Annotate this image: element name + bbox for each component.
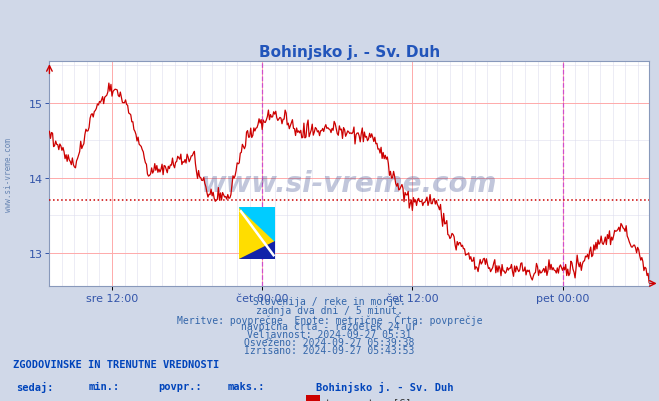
Text: sedaj:: sedaj: xyxy=(16,381,54,392)
Text: navpična črta - razdelek 24 ur: navpična črta - razdelek 24 ur xyxy=(241,321,418,331)
Text: maks.:: maks.: xyxy=(227,381,265,391)
Text: temperatura[C]: temperatura[C] xyxy=(324,398,412,401)
Text: min.:: min.: xyxy=(89,381,120,391)
Title: Bohinjsko j. - Sv. Duh: Bohinjsko j. - Sv. Duh xyxy=(258,45,440,60)
Text: Slovenija / reke in morje.: Slovenija / reke in morje. xyxy=(253,297,406,307)
Text: zadnja dva dni / 5 minut.: zadnja dva dni / 5 minut. xyxy=(256,305,403,315)
Text: Meritve: povprečne  Enote: metrične  Črta: povprečje: Meritve: povprečne Enote: metrične Črta:… xyxy=(177,313,482,325)
Polygon shape xyxy=(239,241,275,260)
Text: ZGODOVINSKE IN TRENUTNE VREDNOSTI: ZGODOVINSKE IN TRENUTNE VREDNOSTI xyxy=(13,359,219,369)
Text: Osveženo: 2024-09-27 05:39:38: Osveženo: 2024-09-27 05:39:38 xyxy=(244,337,415,347)
Text: www.si-vreme.com: www.si-vreme.com xyxy=(4,138,13,211)
Text: Bohinjsko j. - Sv. Duh: Bohinjsko j. - Sv. Duh xyxy=(316,381,454,392)
Polygon shape xyxy=(239,208,275,241)
Text: Veljavnost: 2024-09-27 05:31: Veljavnost: 2024-09-27 05:31 xyxy=(247,329,412,339)
Text: povpr.:: povpr.: xyxy=(158,381,202,391)
Text: Izrisano: 2024-09-27 05:43:53: Izrisano: 2024-09-27 05:43:53 xyxy=(244,345,415,355)
Text: www.si-vreme.com: www.si-vreme.com xyxy=(201,170,498,197)
